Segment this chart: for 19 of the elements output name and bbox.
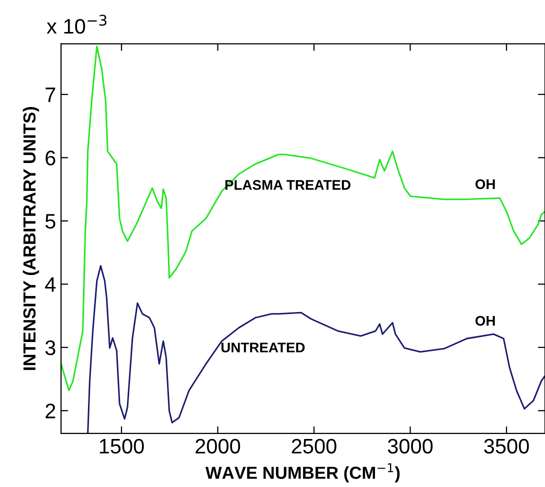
x-tick-label: 2000 xyxy=(196,438,240,454)
line-series xyxy=(61,46,545,392)
y-tick-label: 5 xyxy=(45,214,56,229)
y-axis-title: INTENSITY (ARBITRARY UNITS) xyxy=(22,107,40,370)
y-tick-label: 6 xyxy=(46,150,56,166)
x-axis-title: WAVE NUMBER (CM$^{−1}$) xyxy=(205,463,400,482)
text: x 10$^{−3}$ xyxy=(46,14,106,34)
y-tick-label: 3 xyxy=(45,340,56,356)
x-tick-label: 1500 xyxy=(100,438,144,454)
x-tick-label: 2500 xyxy=(292,438,336,454)
line-series xyxy=(87,265,545,434)
annotation: OH xyxy=(475,179,495,190)
annotation: OH xyxy=(475,316,495,326)
y-tick-label: 7 xyxy=(46,88,56,102)
x-tick-label: 3000 xyxy=(388,438,433,454)
y-tick-label: 4 xyxy=(45,277,56,292)
y-tick-label: 2 xyxy=(46,404,56,418)
x-tick-label: 3500 xyxy=(484,438,529,454)
annotation: UNTREATED xyxy=(221,342,305,352)
